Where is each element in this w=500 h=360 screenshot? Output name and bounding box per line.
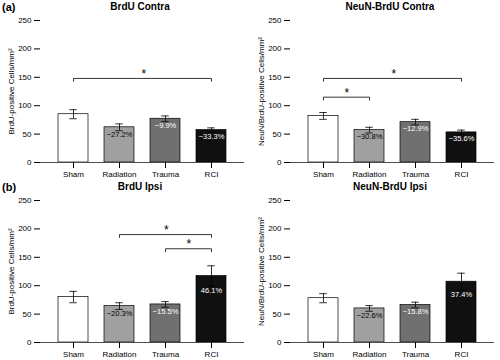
svg-text:*: * xyxy=(392,67,397,81)
svg-text:150: 150 xyxy=(18,73,32,82)
svg-text:−12.9%: −12.9% xyxy=(403,124,429,133)
svg-text:Sham: Sham xyxy=(63,170,84,179)
svg-text:37.4%: 37.4% xyxy=(451,290,473,299)
html-text:(b): (b) xyxy=(2,181,16,193)
svg-text:46.1%: 46.1% xyxy=(201,286,223,295)
svg-text:BrdU-positive Cells/mm²: BrdU-positive Cells/mm² xyxy=(7,48,16,135)
svg-text:−33.3%: −33.3% xyxy=(199,132,225,141)
svg-text:0: 0 xyxy=(277,338,282,347)
svg-text:100: 100 xyxy=(18,101,32,110)
svg-text:*: * xyxy=(345,86,350,100)
svg-text:BrdU-positive Cells/mm²: BrdU-positive Cells/mm² xyxy=(7,228,16,315)
svg-text:150: 150 xyxy=(268,253,282,262)
svg-text:Trauma: Trauma xyxy=(402,170,430,179)
svg-text:−20.3%: −20.3% xyxy=(107,309,133,318)
svg-text:NeuN/BrdU-positive Cells/mm²: NeuN/BrdU-positive Cells/mm² xyxy=(257,217,266,326)
svg-text:Trauma: Trauma xyxy=(152,350,180,359)
svg-text:150: 150 xyxy=(268,73,282,82)
svg-text:−15.8%: −15.8% xyxy=(403,307,429,316)
svg-text:Radiation: Radiation xyxy=(353,170,387,179)
html-text:NeuN-BrdU Ipsi: NeuN-BrdU Ipsi xyxy=(353,181,427,192)
svg-text:200: 200 xyxy=(18,224,32,233)
svg-text:Sham: Sham xyxy=(63,350,84,359)
svg-text:RCI: RCI xyxy=(455,350,469,359)
svg-text:50: 50 xyxy=(273,130,282,139)
svg-text:−9.9%: −9.9% xyxy=(155,121,177,130)
svg-text:100: 100 xyxy=(268,281,282,290)
svg-text:−30.8%: −30.8% xyxy=(357,132,383,141)
svg-text:*: * xyxy=(187,237,192,251)
svg-text:250: 250 xyxy=(268,16,282,25)
svg-text:NeuN/BrdU-positive Cells/mm²: NeuN/BrdU-positive Cells/mm² xyxy=(257,37,266,146)
html-text:NeuN-BrdU Contra: NeuN-BrdU Contra xyxy=(345,1,435,12)
svg-text:0: 0 xyxy=(277,158,282,167)
svg-text:50: 50 xyxy=(23,310,32,319)
svg-text:250: 250 xyxy=(18,16,32,25)
svg-text:RCI: RCI xyxy=(205,170,219,179)
svg-text:−35.6%: −35.6% xyxy=(449,134,475,143)
svg-text:−27.2%: −27.2% xyxy=(107,130,133,139)
svg-text:Sham: Sham xyxy=(313,350,334,359)
svg-text:50: 50 xyxy=(23,130,32,139)
svg-text:*: * xyxy=(142,67,147,81)
svg-text:200: 200 xyxy=(268,224,282,233)
svg-text:150: 150 xyxy=(18,253,32,262)
svg-text:Trauma: Trauma xyxy=(152,170,180,179)
svg-text:250: 250 xyxy=(18,196,32,205)
svg-text:0: 0 xyxy=(27,158,32,167)
svg-text:200: 200 xyxy=(268,44,282,53)
svg-text:Radiation: Radiation xyxy=(103,350,137,359)
svg-text:100: 100 xyxy=(18,281,32,290)
svg-text:50: 50 xyxy=(273,310,282,319)
svg-text:200: 200 xyxy=(18,44,32,53)
svg-text:*: * xyxy=(164,223,169,237)
svg-text:−15.5%: −15.5% xyxy=(153,307,179,316)
svg-text:Sham: Sham xyxy=(313,170,334,179)
html-text:BrdU Contra: BrdU Contra xyxy=(110,1,170,12)
svg-text:−22.6%: −22.6% xyxy=(357,311,383,320)
html-text:(a): (a) xyxy=(2,1,16,13)
html-text:BrdU Ipsi: BrdU Ipsi xyxy=(117,181,163,192)
svg-text:Radiation: Radiation xyxy=(353,350,387,359)
svg-text:0: 0 xyxy=(27,338,32,347)
svg-text:RCI: RCI xyxy=(205,350,219,359)
svg-text:250: 250 xyxy=(268,196,282,205)
svg-text:RCI: RCI xyxy=(455,170,469,179)
svg-text:Radiation: Radiation xyxy=(103,170,137,179)
svg-text:100: 100 xyxy=(268,101,282,110)
svg-text:Trauma: Trauma xyxy=(402,350,430,359)
